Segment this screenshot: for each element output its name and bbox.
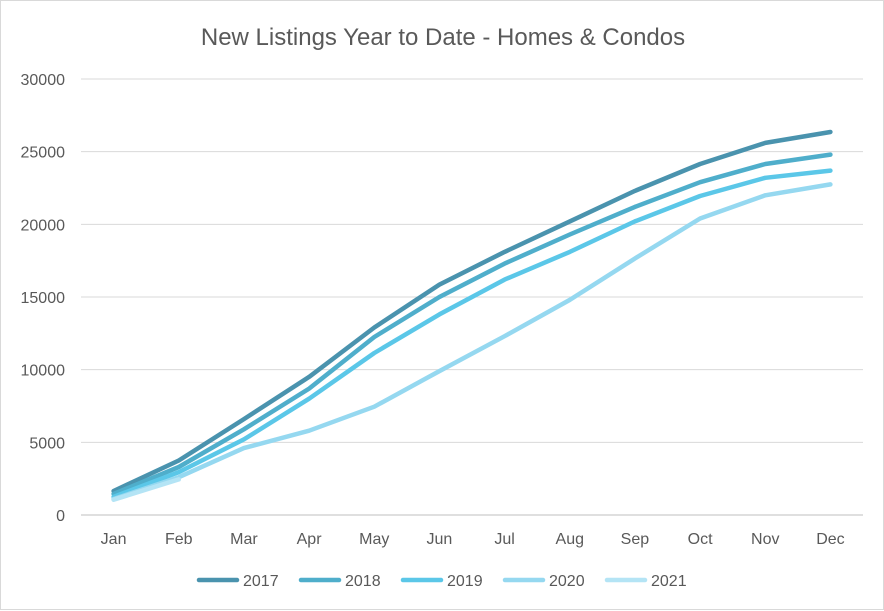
series-line-2021 — [111, 477, 182, 502]
y-tick-label: 25000 — [21, 145, 66, 162]
series-line-2017 — [111, 129, 833, 494]
x-tick-label: Nov — [751, 531, 779, 548]
legend-label-2017: 2017 — [243, 573, 279, 590]
y-tick-label: 0 — [56, 508, 65, 525]
x-tick-label: Dec — [816, 531, 844, 548]
axes: 0 5000 10000 15000 20000 25000 30000 Jan Feb Mar A… — [21, 72, 845, 548]
x-tick-label: Jan — [101, 531, 127, 548]
y-tick-label: 20000 — [21, 217, 66, 234]
x-tick-label: Feb — [165, 531, 193, 548]
series-line-2018 — [111, 152, 833, 497]
legend: 2017 2018 2019 2020 2021 — [196, 573, 687, 590]
legend-label-2018: 2018 — [345, 573, 381, 590]
legend-label-2021: 2021 — [651, 573, 687, 590]
chart-title: New Listings Year to Date - Homes & Cond… — [201, 24, 685, 51]
series-lines — [111, 129, 833, 502]
legend-label-2019: 2019 — [447, 573, 483, 590]
x-tick-label: Sep — [621, 531, 650, 548]
y-tick-label: 10000 — [21, 363, 66, 380]
x-tick-label: Mar — [230, 531, 258, 548]
series-line-2020 — [111, 182, 833, 502]
x-tick-label: Apr — [297, 531, 323, 548]
series-line-2019 — [111, 168, 833, 500]
x-tick-label: May — [359, 531, 389, 548]
x-tick-label: Aug — [556, 531, 584, 548]
legend-label-2020: 2020 — [549, 573, 585, 590]
y-tick-label: 30000 — [21, 72, 66, 89]
x-tick-label: Jul — [494, 531, 514, 548]
y-tick-label: 15000 — [21, 290, 66, 307]
x-tick-label: Oct — [688, 531, 713, 548]
x-tick-label: Jun — [427, 531, 453, 548]
y-tick-label: 5000 — [29, 435, 65, 452]
